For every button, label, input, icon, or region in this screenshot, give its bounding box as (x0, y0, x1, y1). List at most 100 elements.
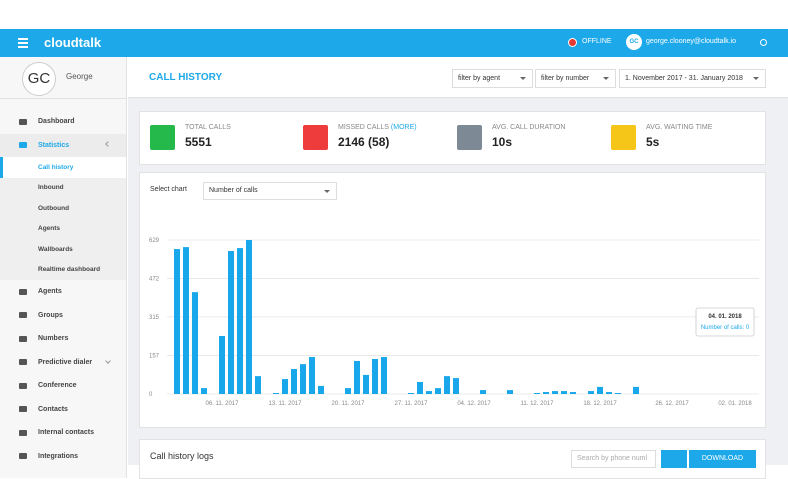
menu-item[interactable]: Outbound (0, 198, 126, 219)
bar (606, 392, 612, 394)
stat-value: 5s (646, 135, 660, 149)
menu-label[interactable]: Outbound (38, 204, 70, 212)
menu-label[interactable]: Predictive dialer (38, 358, 93, 366)
x-tick-label: 26. 12. 2017 (655, 401, 689, 407)
menu-item[interactable]: Wallboards (0, 239, 126, 260)
user-avatar[interactable]: GC (626, 34, 642, 50)
bar (633, 386, 639, 394)
menu-item[interactable]: Inbound (0, 177, 126, 198)
top-bar: cloudtalk OFFLINE GC george.clooney@clou… (0, 29, 788, 57)
stat-label: MISSED CALLS (MORE) (338, 124, 417, 131)
bar (588, 391, 594, 394)
menu-label[interactable]: Contacts (38, 405, 68, 413)
bar (453, 378, 459, 394)
date-filter[interactable]: 1. November 2017 - 31. January 2018 (619, 69, 766, 88)
menu-label[interactable]: Conference (38, 382, 77, 390)
menu: Dashboard Statistics Call history Inbound Ou… (0, 110, 126, 468)
filter[interactable]: filter by agent (452, 69, 533, 88)
chart: 0 157 315 472 629 06. 11. 2017 13. 11. 2017 20.… (149, 238, 759, 407)
bar (201, 388, 207, 394)
menu-item[interactable]: Integrations (0, 445, 126, 469)
menu-label[interactable]: Statistics (38, 141, 70, 149)
x-tick-label: 18. 12. 2017 (583, 401, 617, 407)
bar (543, 392, 549, 394)
menu-label[interactable]: Agents (38, 288, 62, 296)
bar (444, 376, 450, 394)
bar (300, 364, 306, 394)
stat-link[interactable]: (MORE) (390, 124, 417, 131)
menu-item[interactable]: Predictive dialer (0, 351, 126, 375)
menu-item[interactable]: Contacts (0, 398, 126, 422)
menu-item[interactable]: Call history (0, 157, 126, 178)
bar (426, 391, 432, 394)
menu-item[interactable]: Groups (0, 304, 126, 328)
menu-icon (19, 312, 27, 319)
bar (192, 292, 198, 394)
bar (228, 251, 234, 394)
bar (237, 248, 243, 394)
stat-label: TOTAL CALLS (185, 124, 231, 131)
menu-item[interactable]: Realtime dashboard (0, 259, 126, 280)
menu-item[interactable]: Statistics (0, 133, 126, 157)
menu-item[interactable]: Numbers (0, 327, 126, 351)
profile: GC George (0, 57, 127, 99)
bar (597, 386, 603, 394)
bar (354, 360, 360, 394)
menu-item[interactable]: Agents (0, 218, 126, 239)
bar (318, 385, 324, 394)
y-tick-label: 315 (149, 315, 160, 321)
filter[interactable]: filter by number (535, 69, 616, 88)
menu-button[interactable] (18, 38, 28, 40)
download-button[interactable]: DOWNLOAD (689, 450, 756, 468)
tooltip-text: Number of calls: 0 (701, 325, 750, 331)
chart-card: Select chart Number of calls 0 157 315 472 6… (139, 172, 766, 428)
status-dot (568, 38, 577, 47)
menu-label[interactable]: Call history (38, 163, 74, 171)
search-input[interactable]: Search by phone numl (571, 450, 656, 468)
menu-label[interactable]: Groups (38, 311, 63, 319)
menu-label[interactable]: Realtime dashboard (38, 266, 101, 274)
stat-value: 5551 (185, 135, 212, 149)
y-tick-label: 157 (149, 354, 160, 360)
menu-label[interactable]: Inbound (38, 184, 64, 192)
status[interactable]: OFFLINE (582, 38, 612, 45)
user-email[interactable]: george.clooney@cloudtalk.io (646, 38, 736, 45)
menu-item[interactable]: Conference (0, 374, 126, 398)
bar (507, 390, 513, 394)
chevron (105, 358, 111, 365)
stat-value: 2146 (58) (338, 135, 390, 149)
menu-icon (19, 335, 27, 342)
bar (282, 379, 288, 394)
menu-label[interactable]: Internal contacts (38, 429, 95, 437)
menu-label[interactable]: Numbers (38, 335, 69, 343)
bar (219, 335, 225, 394)
x-tick-label: 02. 01. 2018 (718, 401, 752, 407)
menu-item[interactable]: Dashboard (0, 110, 126, 134)
bar (534, 393, 540, 394)
profile-name[interactable]: George (66, 72, 93, 81)
menu-label[interactable]: Dashboard (38, 118, 75, 126)
menu-item[interactable]: Internal contacts (0, 421, 126, 445)
menu-label[interactable]: Wallboards (38, 245, 73, 253)
stat-label: AVG. WAITING TIME (646, 124, 712, 131)
menu-item[interactable]: Agents (0, 280, 126, 304)
stat-label-text: MISSED CALLS (338, 124, 389, 131)
sidebar: GC George Dashboard Statistics Call histor… (0, 57, 127, 478)
profile-avatar[interactable]: GC (22, 62, 56, 96)
search-button[interactable] (661, 450, 687, 468)
bar (480, 390, 486, 394)
x-tick-label: 20. 11. 2017 (332, 401, 366, 407)
stat-icon (303, 125, 328, 150)
logout[interactable] (760, 39, 767, 46)
stat-label-text: AVG. WAITING TIME (646, 124, 713, 131)
menu-label[interactable]: Agents (38, 225, 61, 233)
bar (255, 376, 261, 394)
bar (417, 382, 423, 394)
bar (309, 357, 315, 394)
logo[interactable]: cloudtalk (44, 35, 102, 50)
bar (408, 393, 414, 394)
menu-label[interactable]: Integrations (38, 452, 79, 460)
chart-select[interactable]: Number of calls (203, 182, 337, 200)
menu-icon (19, 288, 27, 295)
x-tick-label: 06. 11. 2017 (206, 401, 240, 407)
